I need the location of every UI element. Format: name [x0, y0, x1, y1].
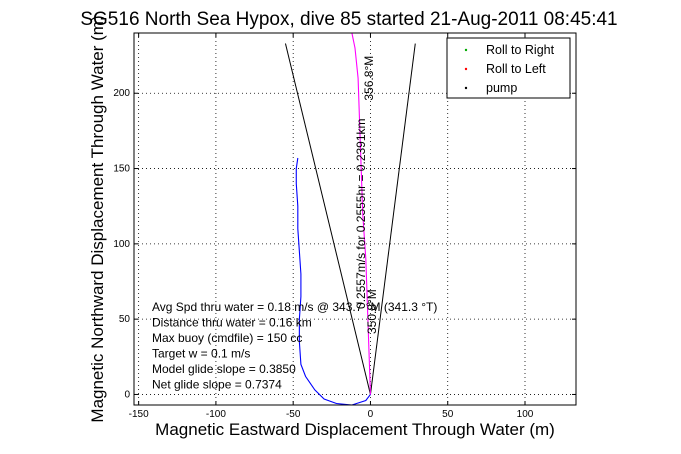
annotations: 356.8°M 0.2557m/s for 0.2555hr = 0.2391km…	[354, 56, 379, 334]
heading-annotation: 0.2557m/s for 0.2555hr = 0.2391km	[354, 118, 368, 308]
heading-annotation: 350.8°M	[365, 289, 379, 334]
x-tick-label: 100	[517, 409, 534, 420]
track-blue-line	[295, 157, 371, 406]
y-tick-label: 200	[113, 88, 130, 99]
legend-marker	[464, 48, 468, 52]
y-tick-label: 0	[124, 389, 130, 400]
legend-marker	[464, 67, 468, 71]
x-tick-label: -100	[206, 409, 226, 420]
x-tick-label: 50	[442, 409, 454, 420]
stats-line: Target w = 0.1 m/s	[152, 347, 250, 361]
legend: Roll to Right Roll to Left pump	[446, 37, 571, 99]
legend-marker	[464, 86, 468, 90]
legend-label: pump	[486, 81, 517, 95]
y-axis-label: Magnetic Northward Displacement Through …	[88, 15, 107, 422]
envelope-right-line	[369, 43, 416, 395]
x-tick-label: 0	[368, 409, 374, 420]
y-tick-label: 150	[113, 164, 130, 175]
stats-line: Max buoy (cmdfile) = 150 cc	[152, 331, 302, 345]
chart-title: SG516 North Sea Hypox, dive 85 started 2…	[80, 9, 617, 30]
ticks: -150 -100 -50 0 50 100 0 50 100 150 200	[113, 33, 576, 420]
legend-box	[446, 37, 571, 99]
axes-frame	[133, 32, 577, 406]
legend-label: Roll to Right	[486, 43, 555, 57]
stats-line: Avg Spd thru water = 0.18 m/s @ 343.7 °M…	[152, 300, 437, 314]
stats-text: Avg Spd thru water = 0.18 m/s @ 343.7 °M…	[152, 300, 437, 392]
stats-line: Model glide slope = 0.3850	[152, 362, 296, 376]
stats-line: Net glide slope = 0.7374	[152, 378, 282, 392]
heading-annotation: 356.8°M	[362, 56, 376, 101]
plot-lines	[284, 32, 416, 406]
envelope-left-line	[284, 43, 371, 395]
y-tick-label: 50	[119, 314, 131, 325]
x-axis-label: Magnetic Eastward Displacement Through W…	[155, 420, 555, 439]
stats-line: Distance thru water = 0.16 km	[152, 316, 312, 330]
x-tick-label: -50	[286, 409, 301, 420]
y-tick-label: 100	[113, 239, 130, 250]
x-tick-label: -150	[129, 409, 149, 420]
legend-label: Roll to Left	[486, 62, 546, 76]
track-magenta-line	[351, 32, 372, 395]
